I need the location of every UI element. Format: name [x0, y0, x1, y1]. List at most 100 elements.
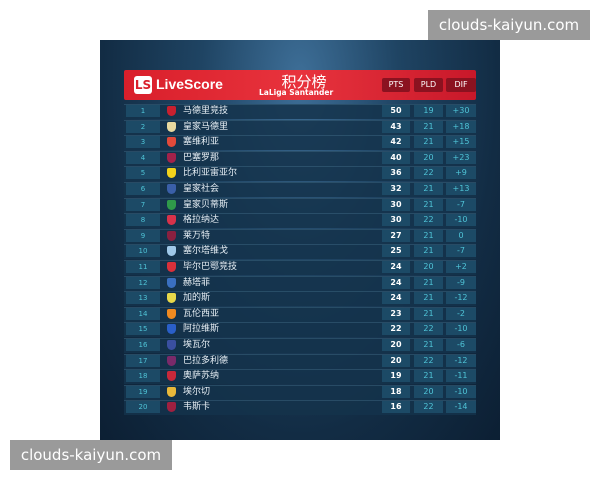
column-header-pts: PTS: [382, 78, 410, 92]
played-cell: 21: [414, 307, 443, 320]
points-cell: 25: [382, 245, 410, 258]
played-cell: 22: [414, 214, 443, 227]
column-header-dif: DIF: [446, 78, 476, 92]
team-name: 瓦伦西亚: [183, 308, 220, 319]
table-row: 2 皇家马德里 43 21 +18: [124, 119, 476, 135]
team-badge-icon: [167, 246, 176, 257]
team-badge-icon: [167, 308, 176, 319]
goal-difference-cell: -11: [446, 370, 476, 383]
goal-difference-cell: -10: [446, 385, 476, 398]
page-title: 积分榜: [281, 73, 327, 91]
rank-cell: 7: [126, 198, 160, 211]
team-badge-icon: [167, 199, 176, 210]
goal-difference-cell: +30: [446, 105, 476, 117]
points-cell: 23: [382, 307, 410, 320]
team-name: 奥萨苏纳: [183, 371, 220, 382]
team-badge-icon: [167, 340, 176, 350]
goal-difference-cell: -12: [446, 354, 476, 367]
rank-cell: 11: [126, 261, 160, 273]
played-cell: 19: [414, 105, 443, 117]
rank-cell: 18: [126, 370, 160, 383]
rank-cell: 2: [126, 120, 160, 133]
played-cell: 21: [414, 292, 443, 305]
goal-difference-cell: +9: [446, 167, 476, 180]
played-cell: 21: [414, 183, 443, 195]
goal-difference-cell: -9: [446, 276, 476, 289]
played-cell: 21: [414, 198, 443, 211]
rank-cell: 14: [126, 307, 160, 320]
goal-difference-cell: -10: [446, 323, 476, 336]
played-cell: 22: [414, 401, 443, 414]
team-badge-icon: [167, 168, 176, 179]
goal-difference-cell: -7: [446, 245, 476, 258]
team-badge-icon: [167, 262, 176, 272]
column-header-pld: PLD: [414, 78, 443, 92]
table-row: 5 比利亚雷亚尔 36 22 +9: [124, 166, 476, 182]
team-name: 加的斯: [183, 293, 211, 304]
played-cell: 21: [414, 370, 443, 383]
team-badge-icon: [167, 355, 176, 366]
standings-poster: LS LiveScore 积分榜 LaLiga Santander PTS PL…: [100, 40, 500, 440]
watermark: clouds-kaiyun.com: [10, 440, 172, 470]
points-cell: 27: [382, 229, 410, 242]
played-cell: 21: [414, 339, 443, 351]
goal-difference-cell: +13: [446, 183, 476, 195]
played-cell: 21: [414, 276, 443, 289]
played-cell: 22: [414, 167, 443, 180]
rank-cell: 10: [126, 245, 160, 258]
team-badge-icon: [167, 106, 176, 116]
team-badge-icon: [167, 386, 176, 397]
team-name: 埃瓦尔: [183, 340, 211, 350]
team-name: 比利亚雷亚尔: [183, 168, 238, 179]
goal-difference-cell: -7: [446, 198, 476, 211]
standings-header: LS LiveScore 积分榜 LaLiga Santander PTS PL…: [124, 70, 476, 100]
team-name: 塞维利亚: [183, 137, 220, 148]
points-cell: 50: [382, 105, 410, 117]
team-badge-icon: [167, 293, 176, 304]
watermark: clouds-kaiyun.com: [428, 10, 590, 40]
points-cell: 36: [382, 167, 410, 180]
rank-cell: 4: [126, 151, 160, 164]
team-name: 毕尔巴鄂竞技: [183, 262, 238, 272]
team-badge-icon: [167, 184, 176, 194]
team-name: 埃尔切: [183, 386, 211, 397]
team-name: 马德里竞技: [183, 106, 229, 116]
table-row: 14 瓦伦西亚 23 21 -2: [124, 306, 476, 322]
table-row: 13 加的斯 24 21 -12: [124, 291, 476, 307]
points-cell: 30: [382, 198, 410, 211]
team-name: 阿拉维斯: [183, 324, 220, 335]
goal-difference-cell: -14: [446, 401, 476, 414]
points-cell: 20: [382, 339, 410, 351]
table-row: 7 皇家贝蒂斯 30 21 -7: [124, 197, 476, 213]
goal-difference-cell: +18: [446, 120, 476, 133]
points-cell: 19: [382, 370, 410, 383]
points-cell: 24: [382, 292, 410, 305]
played-cell: 21: [414, 120, 443, 133]
played-cell: 21: [414, 136, 443, 149]
points-cell: 32: [382, 183, 410, 195]
played-cell: 22: [414, 323, 443, 336]
team-badge-icon: [167, 121, 176, 132]
brand-name: LiveScore: [156, 76, 223, 92]
team-name: 赫塔菲: [183, 277, 211, 288]
points-cell: 24: [382, 276, 410, 289]
table-row: 16 埃瓦尔 20 21 -6: [124, 338, 476, 353]
played-cell: 20: [414, 151, 443, 164]
team-name: 巴拉多利德: [183, 355, 229, 366]
points-cell: 16: [382, 401, 410, 414]
rank-cell: 3: [126, 136, 160, 149]
points-cell: 20: [382, 354, 410, 367]
team-badge-icon: [167, 215, 176, 226]
points-cell: 30: [382, 214, 410, 227]
played-cell: 21: [414, 229, 443, 242]
team-badge-icon: [167, 137, 176, 148]
table-row: 1 马德里竞技 50 19 +30: [124, 104, 476, 119]
table-row: 17 巴拉多利德 20 22 -12: [124, 353, 476, 369]
table-row: 11 毕尔巴鄂竞技 24 20 +2: [124, 260, 476, 275]
table-row: 8 格拉纳达 30 22 -10: [124, 213, 476, 229]
goal-difference-cell: -10: [446, 214, 476, 227]
goal-difference-cell: -2: [446, 307, 476, 320]
rank-cell: 15: [126, 323, 160, 336]
table-row: 10 塞尔塔维戈 25 21 -7: [124, 244, 476, 260]
table-row: 9 莱万特 27 21 0: [124, 228, 476, 244]
